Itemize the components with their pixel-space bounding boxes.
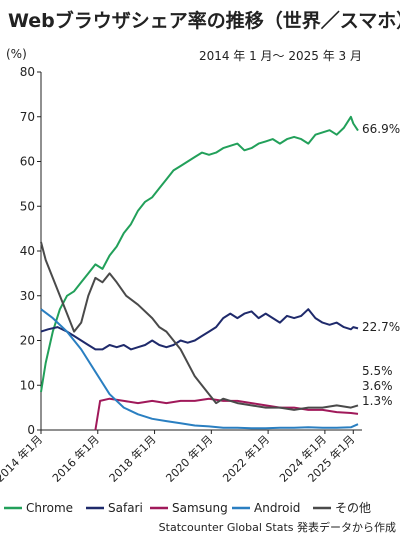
- x-tick-label: 2020 年1月: [163, 432, 216, 485]
- x-tick-label: 2018 年1月: [106, 432, 159, 485]
- x-tick-label: 2022 年1月: [220, 432, 273, 485]
- source-note: Statcounter Global Stats 発表データから作成: [159, 520, 396, 534]
- legend: Chrome Safari Samsung Android その他: [4, 501, 371, 515]
- series-line-Samsung: [94, 397, 359, 431]
- legend-label: その他: [335, 501, 371, 515]
- y-tick-label: 80: [20, 65, 35, 79]
- end-value-label: 22.7%: [362, 320, 400, 334]
- series-line-その他: [40, 241, 359, 411]
- y-tick-label: 20: [20, 334, 35, 348]
- y-tick-label: 30: [20, 289, 35, 303]
- y-tick-label: 70: [20, 110, 35, 124]
- plot-area: 0 10 20 30 40 50 60 70 80 2014 年1月 2016 年1月 2018 年1…: [0, 65, 400, 485]
- legend-label: Android: [254, 501, 300, 515]
- chart-title: Webブラウザシェア率の推移（世界／スマホ）: [8, 9, 400, 32]
- legend-label: Samsung: [172, 501, 228, 515]
- series-line-Chrome: [40, 115, 359, 393]
- end-value-label: 1.3%: [362, 394, 393, 408]
- y-tick-label: 10: [20, 378, 35, 392]
- y-tick-label: 0: [27, 423, 35, 437]
- series-line-Android: [40, 308, 359, 430]
- y-tick-label: 60: [20, 155, 35, 169]
- x-tick-label: 2016 年1月: [49, 432, 102, 485]
- chart-subtitle: 2014 年 1 月〜 2025 年 3 月: [199, 49, 362, 63]
- y-tick-label: 40: [20, 244, 35, 258]
- end-value-label: 5.5%: [362, 364, 393, 378]
- legend-label: Chrome: [26, 501, 73, 515]
- end-value-label: 3.6%: [362, 379, 393, 393]
- y-unit-label: (%): [6, 47, 27, 61]
- end-value-label: 66.9%: [362, 122, 400, 136]
- legend-label: Safari: [108, 501, 143, 515]
- series-line-Safari: [40, 308, 359, 351]
- y-tick-label: 50: [20, 199, 35, 213]
- x-tick-label: 2014 年1月: [0, 432, 45, 485]
